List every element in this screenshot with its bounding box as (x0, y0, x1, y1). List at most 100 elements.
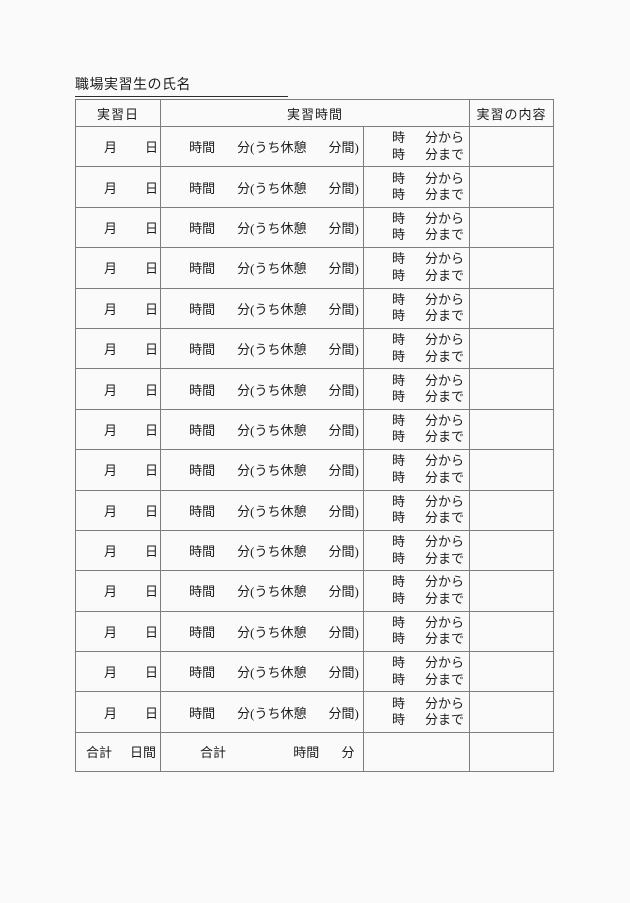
day-label: 日 (145, 261, 159, 277)
minutes-break-label: 分(うち休憩 (237, 503, 307, 519)
to-minute-label: 分まで (424, 510, 464, 526)
to-hour-label: 時 (391, 550, 405, 566)
break-minutes-label: 分間) (328, 422, 359, 438)
table-row: 月 日 時間 分(うち休憩 分間) 時 分から 時 分まで (75, 529, 554, 572)
to-minute-label: 分まで (424, 389, 464, 405)
date-cell: 月 日 (75, 570, 161, 612)
day-label: 日 (145, 180, 159, 196)
hours-label: 時間 (189, 220, 216, 236)
table-row: 月 日 時間 分(うち休憩 分間) 時 分から 時 分まで (75, 489, 554, 531)
content-cell (469, 691, 554, 733)
time-from-line: 時 分から (365, 210, 469, 228)
duration-cell: 時間 分(うち休憩 分間) (160, 408, 364, 451)
total-hours-unit-label: 時間 (293, 745, 320, 761)
total-row: 合計 日間 合計 時間 分 (75, 731, 554, 772)
time-range-cell: 時 分から 時 分まで (363, 489, 470, 531)
time-to-line: 時 分まで (365, 267, 469, 285)
to-minute-label: 分まで (424, 469, 464, 485)
break-minutes-label: 分間) (328, 705, 359, 721)
month-label: 月 (103, 422, 117, 438)
duration-cell: 時間 分(うち休憩 分間) (160, 570, 364, 612)
from-hour-label: 時 (391, 614, 405, 630)
day-label: 日 (145, 624, 159, 640)
table-row: 月 日 時間 分(うち休憩 分間) 時 分から 時 分まで (75, 408, 554, 451)
time-range-cell: 時 分から 時 分まで (363, 125, 470, 168)
from-hour-label: 時 (391, 130, 405, 146)
table-row: 月 日 時間 分(うち休憩 分間) 時 分から 時 分まで (75, 570, 554, 612)
break-minutes-label: 分間) (328, 140, 359, 156)
duration-cell: 時間 分(うち休憩 分間) (160, 327, 364, 370)
to-hour-label: 時 (391, 631, 405, 647)
hours-label: 時間 (189, 503, 216, 519)
duration-cell: 時間 分(うち休憩 分間) (160, 610, 364, 653)
minutes-break-label: 分(うち休憩 (237, 140, 307, 156)
from-minute-label: 分から (424, 170, 464, 186)
month-label: 月 (103, 220, 117, 236)
from-hour-label: 時 (391, 332, 405, 348)
break-minutes-label: 分間) (328, 180, 359, 196)
hours-label: 時間 (189, 382, 216, 398)
break-minutes-label: 分間) (328, 503, 359, 519)
time-range-cell: 時 分から 時 分まで (363, 529, 470, 572)
time-from-line: 時 分から (365, 413, 469, 430)
time-from-line: 時 分から (365, 614, 469, 632)
to-minute-label: 分まで (424, 671, 464, 687)
time-to-line: 時 分まで (365, 631, 469, 648)
month-label: 月 (103, 382, 117, 398)
month-label: 月 (103, 544, 117, 560)
from-minute-label: 分から (424, 493, 464, 509)
content-cell (469, 327, 554, 370)
from-hour-label: 時 (391, 210, 405, 226)
content-cell (469, 166, 554, 208)
date-cell: 月 日 (75, 287, 161, 329)
to-minute-label: 分まで (424, 712, 464, 728)
break-minutes-label: 分間) (328, 342, 359, 358)
time-from-line: 時 分から (365, 574, 469, 591)
from-hour-label: 時 (391, 534, 405, 550)
time-range-cell: 時 分から 時 分まで (363, 651, 470, 693)
date-cell: 月 日 (75, 327, 161, 370)
duration-cell: 時間 分(うち休憩 分間) (160, 489, 364, 531)
duration-cell: 時間 分(うち休憩 分間) (160, 651, 364, 693)
date-cell: 月 日 (75, 449, 161, 491)
content-cell (469, 408, 554, 451)
from-minute-label: 分から (424, 614, 464, 630)
month-label: 月 (103, 301, 117, 317)
break-minutes-label: 分間) (328, 584, 359, 600)
date-cell: 月 日 (75, 125, 161, 168)
minutes-break-label: 分(うち休憩 (237, 463, 307, 479)
header-training-time: 実習時間 (160, 99, 470, 127)
from-minute-label: 分から (424, 210, 464, 226)
from-minute-label: 分から (424, 332, 464, 348)
table-row: 月 日 時間 分(うち休憩 分間) 時 分から 時 分まで (75, 206, 554, 249)
date-cell: 月 日 (75, 166, 161, 208)
break-minutes-label: 分間) (328, 463, 359, 479)
content-cell (469, 529, 554, 572)
from-minute-label: 分から (424, 453, 464, 469)
table-row: 月 日 時間 分(うち休憩 分間) 時 分から 時 分まで (75, 247, 554, 289)
content-cell (469, 206, 554, 249)
from-hour-label: 時 (391, 372, 405, 388)
time-to-line: 時 分まで (365, 429, 469, 446)
total-days-cell: 合計 日間 (75, 731, 161, 772)
to-minute-label: 分まで (424, 187, 464, 203)
hours-label: 時間 (189, 422, 216, 438)
table-row: 月 日 時間 分(うち休憩 分間) 時 分から 時 分まで (75, 287, 554, 329)
to-hour-label: 時 (391, 267, 405, 283)
hours-label: 時間 (189, 301, 216, 317)
time-from-line: 時 分から (365, 251, 469, 268)
hours-label: 時間 (189, 624, 216, 640)
minutes-break-label: 分(うち休憩 (237, 584, 307, 600)
time-from-line: 時 分から (365, 372, 469, 390)
time-from-line: 時 分から (365, 696, 469, 713)
to-hour-label: 時 (391, 348, 405, 364)
day-label: 日 (145, 665, 159, 681)
minutes-break-label: 分(うち休憩 (237, 422, 307, 438)
time-range-cell: 時 分から 時 分まで (363, 327, 470, 370)
break-minutes-label: 分間) (328, 665, 359, 681)
to-minute-label: 分まで (424, 308, 464, 324)
time-from-line: 時 分から (365, 170, 469, 188)
break-minutes-label: 分間) (328, 382, 359, 398)
hours-label: 時間 (189, 544, 216, 560)
